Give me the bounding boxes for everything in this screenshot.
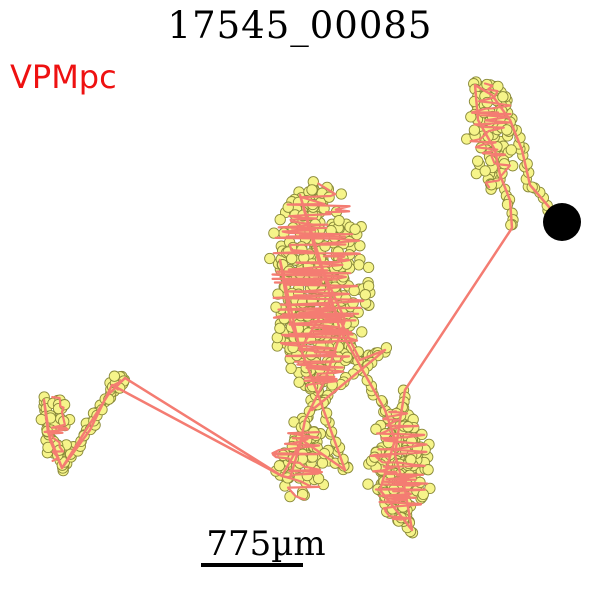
trace-segment [271,182,365,388]
trace-node [108,370,121,382]
trace-node [479,165,491,177]
trace-node [335,188,347,200]
trace-node [422,464,434,476]
scalebar-label: 775µm [206,524,326,564]
trace-node [359,289,371,301]
trace-node [354,240,366,252]
trace-segment [112,379,123,391]
trace-node [285,362,297,375]
trace-node [362,261,375,274]
region-label: VPMpc [10,58,117,96]
trace-node [271,331,283,344]
trace-node [362,478,374,490]
trace-segment [469,82,512,189]
trace-node [268,227,280,239]
trace-node [353,259,365,271]
soma-marker [543,203,581,241]
trace-node [306,184,318,196]
trace-node [465,111,477,123]
trace-node [286,252,298,265]
trace-node [349,223,361,235]
trace-node [497,91,509,103]
trace-node [468,124,481,136]
trace-node [333,214,345,227]
trace-nodes [35,76,569,539]
trace-segment [369,410,429,521]
trace-node [293,376,305,388]
trace-node [273,460,286,472]
figure-title: 17545_00085 [167,4,433,47]
trace-node [505,144,517,156]
trace-node [472,155,484,167]
trace-segment [271,431,324,501]
trace-node [356,326,368,338]
trace-node [370,423,382,435]
trace-node [270,301,282,313]
trace-node [501,124,513,136]
trace-node [264,252,276,265]
trace-node [274,213,286,226]
scalebar-line [201,563,303,567]
trace-segment [43,396,69,462]
trace-lines [42,82,564,532]
trace-node [274,322,286,334]
